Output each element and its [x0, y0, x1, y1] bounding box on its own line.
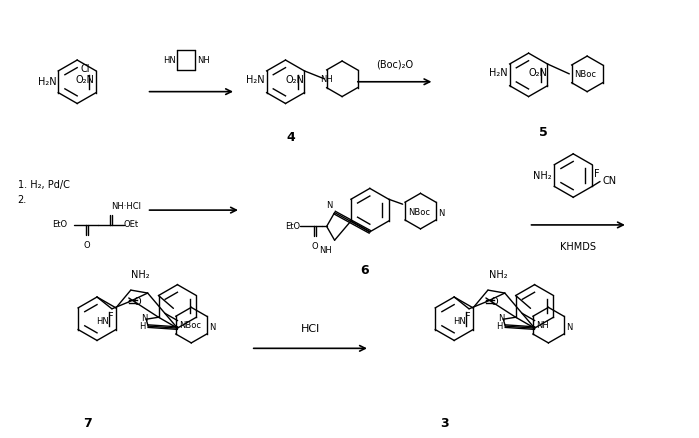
Text: O₂N: O₂N	[75, 75, 94, 85]
Text: 2.: 2.	[17, 195, 27, 205]
Text: 4: 4	[286, 131, 295, 144]
Text: CN: CN	[602, 177, 616, 187]
Text: N: N	[140, 314, 147, 323]
Text: F: F	[466, 312, 471, 321]
Text: HN: HN	[96, 317, 109, 326]
Text: H₂N: H₂N	[489, 68, 507, 78]
Text: (Boc)₂O: (Boc)₂O	[376, 60, 413, 70]
Text: N: N	[566, 323, 572, 332]
Text: O: O	[84, 241, 90, 250]
Text: O: O	[491, 297, 498, 307]
Text: F: F	[108, 312, 114, 321]
Text: NH₂: NH₂	[131, 270, 150, 280]
Text: O: O	[134, 297, 141, 307]
Text: O₂N: O₂N	[285, 75, 304, 85]
Text: N: N	[326, 201, 333, 210]
Text: HCl: HCl	[301, 324, 320, 333]
Text: 3: 3	[440, 417, 449, 431]
Text: 1. H₂, Pd/C: 1. H₂, Pd/C	[17, 180, 69, 191]
Text: NH₂: NH₂	[489, 270, 507, 280]
Text: KHMDS: KHMDS	[560, 242, 596, 252]
Text: NH₂: NH₂	[533, 171, 552, 180]
Text: H: H	[496, 322, 503, 331]
Text: HN: HN	[163, 56, 175, 64]
Text: HN: HN	[454, 317, 466, 326]
Text: NBoc: NBoc	[179, 321, 201, 330]
Text: O₂N: O₂N	[528, 68, 547, 78]
Text: N: N	[209, 323, 215, 332]
Text: Cl: Cl	[80, 64, 89, 74]
Text: H₂N: H₂N	[246, 75, 265, 85]
Text: 7: 7	[82, 417, 92, 431]
Text: NBoc: NBoc	[574, 70, 596, 79]
Text: NBoc: NBoc	[408, 208, 430, 217]
Text: EtO: EtO	[284, 222, 300, 231]
Text: 5: 5	[539, 126, 548, 139]
Text: N: N	[438, 209, 445, 218]
Text: N: N	[498, 314, 504, 323]
Text: EtO: EtO	[52, 220, 68, 230]
Text: H₂N: H₂N	[38, 77, 57, 87]
Text: 6: 6	[361, 265, 369, 277]
Text: NH: NH	[197, 56, 210, 64]
Text: O: O	[312, 242, 318, 251]
Text: NH: NH	[320, 75, 333, 84]
Text: NH: NH	[536, 321, 549, 330]
Text: H: H	[139, 322, 145, 331]
Text: OEt: OEt	[124, 220, 139, 230]
Text: NH·HCl: NH·HCl	[111, 202, 141, 211]
Text: F: F	[594, 169, 600, 179]
Text: NH: NH	[319, 246, 331, 255]
